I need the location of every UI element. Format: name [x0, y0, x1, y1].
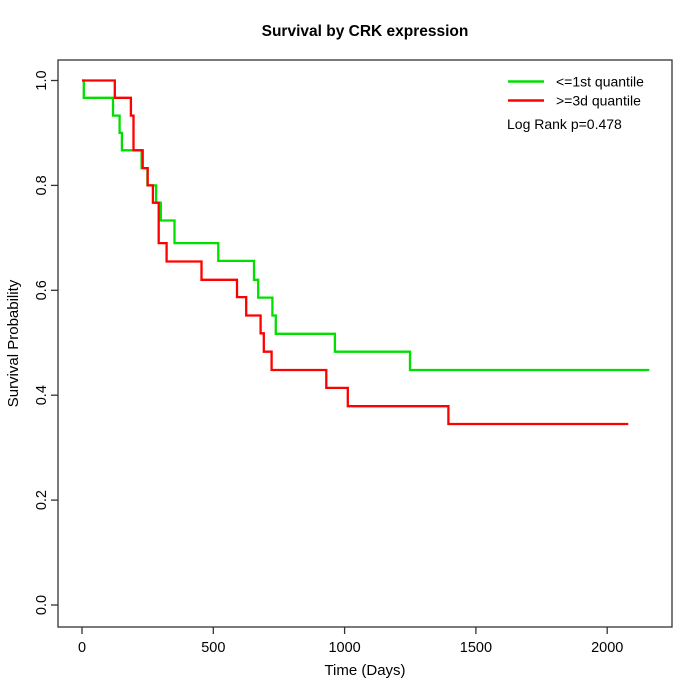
logrank-annotation: Log Rank p=0.478: [507, 116, 622, 132]
legend-label-le-1st-quantile: <=1st quantile: [556, 74, 644, 90]
y-axis-ticks: [51, 79, 58, 606]
x-axis-label: Time (Days): [324, 662, 405, 679]
km-curve-ge-3d-quantile: [82, 79, 629, 426]
y-tick-label: 0.0: [34, 595, 50, 615]
x-tick-label: 1000: [328, 640, 360, 656]
x-axis-ticks: [81, 627, 608, 634]
x-axis-tick-labels: 0 500 1000 1500 2000: [78, 640, 623, 656]
page-title: Survival by CRK expression: [262, 23, 469, 40]
y-tick-label: 0.6: [34, 280, 50, 300]
legend-label-ge-3d-quantile: >=3d quantile: [556, 93, 641, 109]
y-tick-label: 0.2: [34, 490, 50, 510]
y-tick-label: 0.8: [34, 175, 50, 195]
y-tick-label: 1.0: [34, 70, 50, 90]
km-curves: [82, 79, 650, 426]
y-axis-label: Survival Probability: [5, 279, 22, 407]
legend: <=1st quantile >=3d quantile Log Rank p=…: [507, 74, 644, 133]
x-tick-label: 500: [201, 640, 225, 656]
x-tick-label: 2000: [591, 640, 623, 656]
plot-box: [57, 59, 673, 628]
y-axis-tick-labels: 0.0 0.2 0.4 0.6 0.8 1.0: [34, 70, 50, 615]
x-tick-label: 0: [78, 640, 86, 656]
km-curve-le-1st-quantile: [82, 79, 650, 372]
x-tick-label: 1500: [460, 640, 492, 656]
y-tick-label: 0.4: [34, 385, 50, 405]
